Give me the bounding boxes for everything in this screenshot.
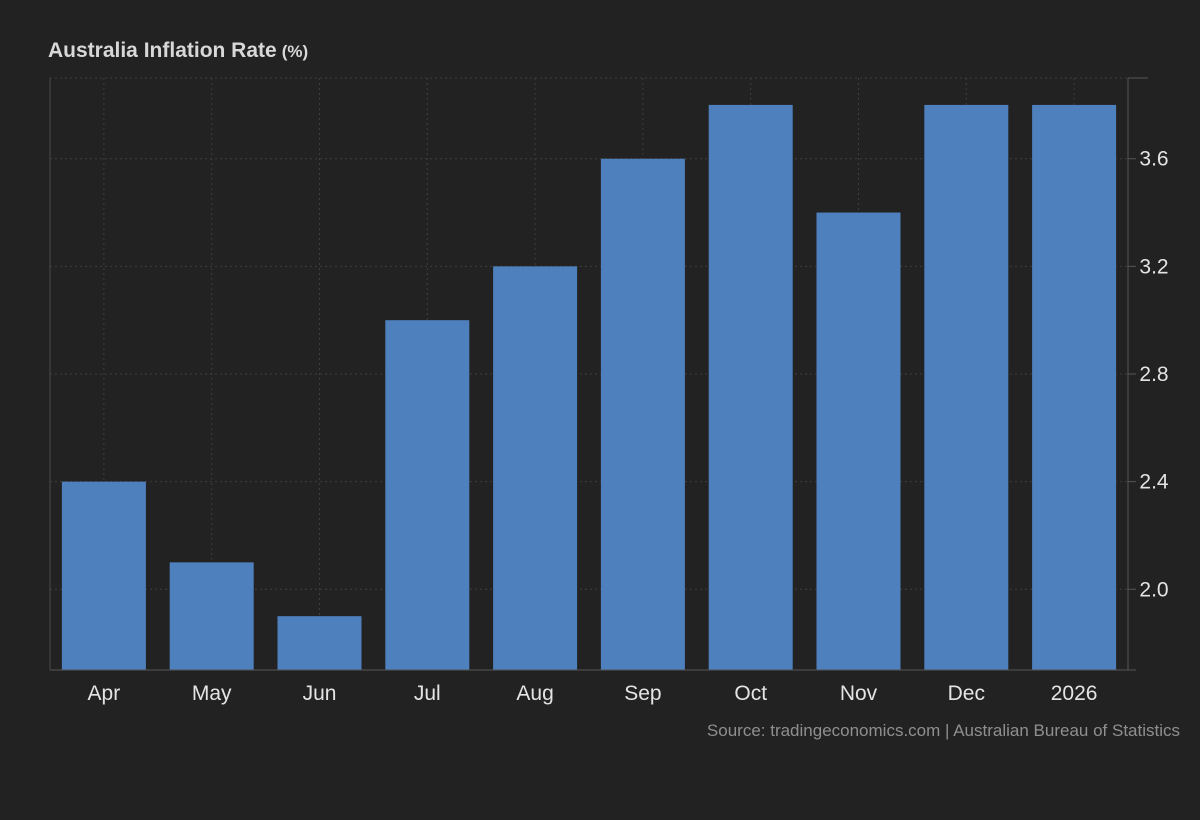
x-tick-label: Apr: [88, 682, 121, 705]
x-tick-label: Nov: [840, 682, 878, 705]
source-note: Source: tradingeconomics.com | Australia…: [706, 721, 1180, 740]
x-tick-label: May: [192, 682, 232, 705]
bar-jul: [385, 320, 470, 670]
y-tick-label: 2.4: [1139, 471, 1169, 494]
bar-oct: [708, 104, 793, 671]
x-tick-label: Sep: [624, 682, 661, 705]
chart-title-text: Australia Inflation Rate: [48, 39, 277, 62]
x-tick-label: Dec: [948, 682, 985, 705]
chart-title: Australia Inflation Rate (%): [48, 39, 308, 63]
x-tick-label: Jun: [303, 682, 337, 705]
axes-layer: [49, 77, 1148, 671]
bar-aug: [493, 266, 578, 670]
bar-nov: [816, 212, 901, 670]
x-tick-label: Aug: [516, 682, 553, 705]
bar-jun: [277, 616, 362, 670]
labels-layer: 2.0 2.4 2.8 3.2 3.6 Apr May Jun Jul Aug Sep Oct Nov D…: [88, 148, 1169, 705]
y-tick-label: 2.0: [1139, 578, 1168, 601]
x-tick-label: Jul: [414, 682, 441, 705]
y-tick-label: 2.8: [1139, 363, 1168, 386]
bar-2026: [1032, 104, 1117, 671]
bar-may: [169, 562, 254, 670]
bar-apr: [61, 481, 146, 670]
chart-title-unit: (%): [281, 42, 309, 61]
bars-layer: [61, 104, 1117, 671]
x-tick-label: 2026: [1051, 682, 1098, 705]
y-tick-label: 3.2: [1139, 255, 1168, 278]
bar-dec: [924, 104, 1009, 671]
x-tick-label: Oct: [734, 682, 767, 705]
bar-sep: [600, 158, 685, 670]
y-tick-label: 3.6: [1139, 148, 1168, 171]
